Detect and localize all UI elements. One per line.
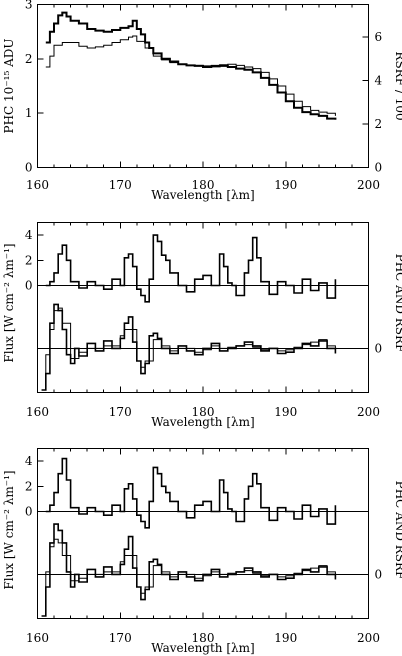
x-tick-label: 190	[274, 631, 297, 645]
panel-3-series-line-3	[41, 538, 336, 617]
panel-2-frame	[37, 222, 369, 393]
y-tick-label: 2	[25, 479, 33, 493]
panel-1-series	[45, 11, 337, 120]
x-tick-label: 180	[192, 178, 215, 192]
panel-1-series-line-2	[45, 35, 336, 116]
y-tick-label: 3	[25, 0, 33, 12]
y2-tick-label: 0	[375, 341, 383, 355]
y-tick-label: 1	[25, 106, 33, 120]
x-tick-label: 190	[274, 178, 297, 192]
x-tick-label: 170	[109, 405, 132, 419]
x-tick-label: 180	[192, 631, 215, 645]
panel-3: 160 170 180 190 200 0 2 4 0 Wavelength [λm] Flux…	[2, 448, 402, 655]
panel-3-series	[41, 457, 337, 617]
panel-1-ylabel: PHC 10⁻¹⁵ ADU	[2, 39, 16, 134]
y-tick-label: 0	[25, 161, 33, 175]
y-tick-label: 2	[25, 253, 33, 267]
panel-1-series-line-1	[45, 11, 337, 120]
x-tick-label: 200	[357, 405, 380, 419]
y-tick-label: 4	[25, 228, 33, 242]
panel-2-ticks: 160 170 180 190 200 0 2 4 0	[25, 222, 383, 419]
x-tick-label: 170	[109, 631, 132, 645]
panel-2-series-line-3	[41, 307, 336, 391]
panel-2-series	[41, 234, 337, 391]
y-tick-label: 0	[25, 278, 33, 292]
panel-3-ticks: 160 170 180 190 200 0 2 4 0	[25, 448, 383, 645]
y-tick-label: 2	[25, 52, 33, 66]
panel-3-frame	[37, 448, 369, 619]
panel-3-series-line-2	[41, 523, 337, 617]
x-tick-label: 160	[26, 405, 49, 419]
x-tick-label: 160	[26, 631, 49, 645]
x-tick-label: 200	[357, 631, 380, 645]
y2-tick-label: 4	[375, 74, 383, 88]
panel-2-y2label: PHC AND RSRF	[393, 254, 402, 353]
y-tick-label: 4	[25, 454, 33, 468]
panel-2: 160 170 180 190 200 0 2 4 0 Wavelength [λm] Flux…	[2, 222, 402, 429]
panel-2-ylabel: Flux [W cm⁻² λm⁻¹]	[2, 243, 16, 362]
y2-tick-label: 6	[375, 30, 383, 44]
panel-1-ticks: 160 170 180 190 200 0 1 2 3 0 2 4 6	[25, 0, 383, 192]
y2-tick-label: 0	[375, 567, 383, 581]
panel-3-xlabel: Wavelength [λm]	[151, 641, 254, 655]
panel-3-ylabel: Flux [W cm⁻² λm⁻¹]	[2, 470, 16, 589]
panel-2-xlabel: Wavelength [λm]	[151, 415, 254, 429]
panel-2-series-line-2	[41, 303, 337, 391]
x-tick-label: 200	[357, 178, 380, 192]
panel-1-xlabel: Wavelength [λm]	[151, 188, 254, 202]
panel-2-series-line-1	[45, 234, 337, 303]
panel-1-y2label: RSRF / 100	[393, 51, 402, 120]
panel-3-series-line-1	[45, 457, 337, 529]
y2-tick-label: 0	[375, 161, 383, 175]
y-tick-label: 0	[25, 504, 33, 518]
x-tick-label: 190	[274, 405, 297, 419]
panel-3-y2label: PHC AND RSRF	[393, 481, 402, 580]
x-tick-label: 170	[109, 178, 132, 192]
x-tick-label: 180	[192, 405, 215, 419]
x-tick-label: 160	[26, 178, 49, 192]
y2-tick-label: 2	[375, 117, 383, 131]
